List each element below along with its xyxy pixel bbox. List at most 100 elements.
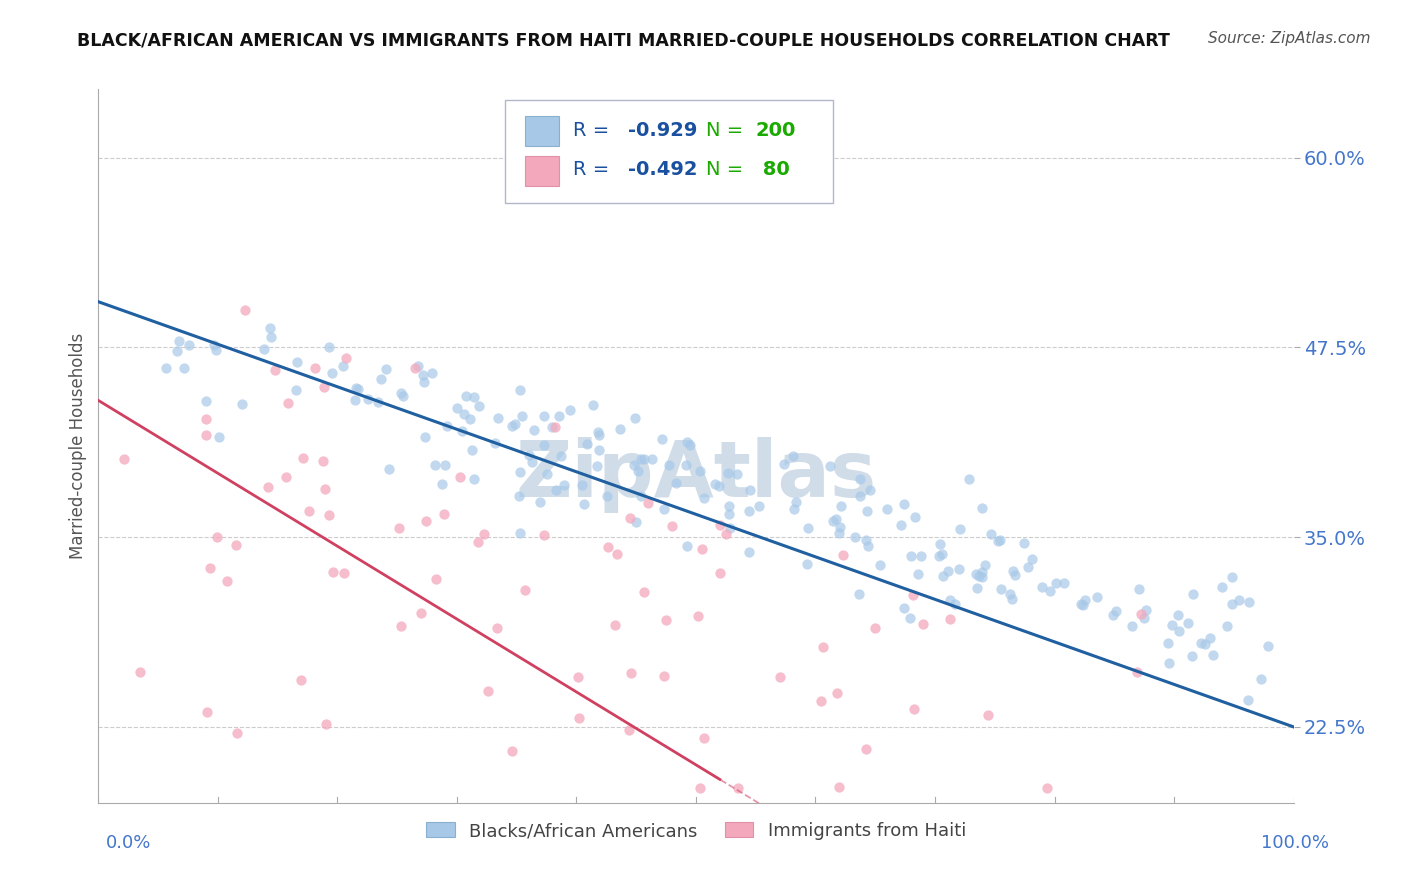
Point [1074, 593, 1097, 607]
Point [155, 361, 177, 376]
Point [890, 517, 912, 532]
Text: Source: ZipAtlas.com: Source: ZipAtlas.com [1208, 31, 1371, 46]
Text: BLACK/AFRICAN AMERICAN VS IMMIGRANTS FROM HAITI MARRIED-COUPLE HOUSEHOLDS CORREL: BLACK/AFRICAN AMERICAN VS IMMIGRANTS FRO… [77, 31, 1170, 49]
Point [413, 430, 436, 444]
Point [688, 609, 710, 624]
Point [529, 495, 551, 509]
Point [980, 526, 1002, 541]
Point [553, 477, 575, 491]
Text: ZipAtlas: ZipAtlas [516, 436, 876, 513]
Point [446, 401, 468, 416]
Text: -0.929: -0.929 [628, 121, 697, 140]
Point [1189, 635, 1212, 649]
Point [1257, 639, 1279, 653]
Point [828, 780, 851, 795]
Point [536, 467, 558, 482]
Point [617, 723, 640, 737]
Point [509, 465, 531, 479]
Point [893, 600, 915, 615]
Point [707, 479, 730, 493]
FancyBboxPatch shape [524, 155, 558, 186]
Point [404, 361, 426, 376]
Point [717, 466, 740, 480]
Point [716, 526, 738, 541]
Point [533, 528, 555, 542]
Point [167, 334, 190, 348]
Point [676, 539, 699, 553]
Point [225, 538, 247, 552]
Point [370, 371, 392, 385]
Point [1085, 590, 1108, 604]
Point [869, 558, 891, 572]
Point [606, 547, 628, 561]
Point [533, 437, 555, 451]
Point [391, 388, 413, 402]
Point [453, 407, 475, 421]
Point [640, 452, 662, 467]
Point [967, 569, 990, 583]
Point [703, 477, 725, 491]
Point [304, 361, 326, 376]
Point [166, 344, 188, 359]
Point [550, 449, 572, 463]
Point [1177, 615, 1199, 630]
Point [1071, 598, 1094, 612]
Point [544, 420, 567, 434]
Point [420, 366, 443, 380]
Point [855, 533, 877, 547]
Point [689, 464, 711, 478]
Point [312, 380, 335, 394]
FancyBboxPatch shape [505, 100, 834, 203]
Point [432, 476, 454, 491]
Point [1132, 611, 1154, 625]
Point [821, 514, 844, 528]
Point [463, 391, 485, 405]
Point [367, 395, 389, 409]
Point [264, 363, 287, 377]
Point [903, 702, 925, 716]
Point [1202, 648, 1225, 662]
Point [893, 497, 915, 511]
Point [943, 597, 966, 611]
Point [129, 665, 152, 679]
Point [655, 614, 678, 628]
Point [290, 673, 312, 687]
Point [782, 501, 804, 516]
Point [828, 526, 851, 541]
Point [737, 545, 759, 559]
Point [1002, 564, 1025, 578]
Point [588, 425, 610, 440]
Point [623, 458, 645, 473]
Point [651, 432, 673, 446]
Point [810, 694, 832, 708]
Point [318, 340, 340, 354]
Point [1126, 665, 1149, 679]
Point [540, 420, 562, 434]
Point [718, 508, 741, 522]
Point [828, 520, 851, 534]
Point [904, 510, 927, 524]
Point [948, 562, 970, 576]
Point [112, 451, 135, 466]
Point [253, 342, 276, 356]
Point [1121, 619, 1143, 633]
Point [1045, 575, 1067, 590]
Point [977, 707, 1000, 722]
Point [205, 530, 228, 544]
Point [1128, 582, 1150, 597]
Point [939, 593, 962, 607]
Point [509, 526, 531, 541]
Point [486, 410, 509, 425]
Point [844, 530, 866, 544]
Point [217, 574, 239, 588]
Point [966, 581, 988, 595]
Point [1227, 592, 1250, 607]
Point [225, 726, 247, 740]
Point [515, 582, 537, 597]
Point [1017, 559, 1039, 574]
Point [740, 483, 762, 497]
Point [433, 507, 456, 521]
Point [931, 569, 953, 583]
Point [322, 565, 344, 579]
Point [630, 452, 652, 467]
